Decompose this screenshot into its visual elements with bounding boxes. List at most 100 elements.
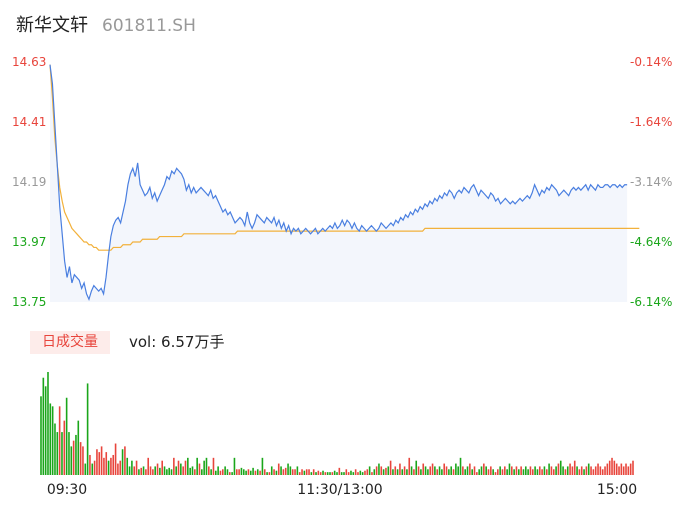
volume-bar	[194, 469, 196, 475]
volume-bar	[105, 452, 108, 475]
volume-bar	[336, 472, 338, 475]
volume-bar	[135, 460, 138, 475]
volume-bar	[287, 463, 289, 475]
volume-bar	[452, 469, 455, 475]
volume-bar	[317, 470, 320, 475]
volume-bar	[590, 466, 592, 475]
volume-bar	[485, 466, 487, 475]
x-tick: 11:30/13:00	[297, 482, 382, 498]
volume-bar	[308, 469, 310, 475]
volume-bar	[156, 463, 159, 475]
volume-bar	[114, 443, 117, 475]
volume-bar	[268, 472, 271, 475]
volume-bar	[296, 466, 299, 475]
volume-bar	[620, 463, 623, 475]
volume-tab[interactable]: 日成交量	[30, 331, 110, 354]
volume-bar	[329, 472, 331, 475]
y-tick-right: -3.14%	[630, 175, 672, 189]
volume-bar	[406, 469, 408, 475]
volume-bar	[107, 460, 110, 475]
volume-bar	[282, 469, 285, 475]
volume-bar	[382, 469, 385, 475]
volume-bar	[520, 466, 522, 475]
volume-bar	[338, 467, 341, 475]
volume-bar	[84, 463, 87, 475]
volume-bar	[40, 396, 42, 475]
volume-bar	[249, 470, 252, 475]
volume-bar	[364, 470, 366, 475]
volume-bar	[555, 466, 557, 475]
volume-bar	[410, 466, 413, 475]
volume-bar	[594, 466, 597, 475]
volume-bar	[72, 440, 75, 475]
volume-bar	[389, 460, 392, 475]
volume-bar	[518, 469, 520, 475]
volume-bar	[611, 457, 613, 475]
volume-bar	[597, 463, 599, 475]
volume-bar	[235, 469, 238, 475]
volume-bar	[357, 472, 359, 475]
volume-bar	[457, 466, 459, 475]
volume-bar	[298, 472, 301, 475]
volume-bar	[559, 460, 562, 475]
volume-bar	[198, 463, 201, 475]
volume-bar	[91, 463, 94, 475]
volume-bar	[476, 472, 478, 475]
volume-bar	[166, 469, 168, 475]
volume-bar	[340, 472, 343, 475]
volume-bar	[56, 432, 59, 475]
y-tick-right: -4.64%	[630, 235, 672, 249]
volume-bar	[557, 463, 560, 475]
volume-bar	[177, 460, 180, 475]
price-area	[50, 64, 628, 302]
stock-code: 601811.SH	[102, 16, 196, 36]
volume-bar	[226, 469, 229, 475]
volume-bar	[420, 469, 422, 475]
volume-bar	[548, 463, 550, 475]
y-tick-left: 14.41	[12, 115, 46, 129]
volume-bar	[515, 466, 518, 475]
x-tick: 09:30	[47, 482, 87, 498]
volume-bar	[119, 460, 122, 475]
volume-bar	[333, 470, 336, 475]
y-tick-left: 13.75	[12, 295, 46, 309]
volume-bar	[294, 469, 296, 475]
volume-bar	[142, 466, 145, 475]
volume-bar	[522, 469, 525, 475]
volume-bar	[506, 469, 508, 475]
volume-bar	[75, 434, 77, 475]
volume-bar	[275, 470, 278, 475]
volume-bar	[254, 470, 257, 475]
volume-bar	[77, 420, 80, 475]
volume-bar	[368, 466, 371, 475]
volume-bar	[466, 466, 469, 475]
volume-bar	[110, 457, 112, 475]
volume-bar	[622, 466, 625, 475]
volume-bar	[413, 469, 415, 475]
average-price-line	[49, 64, 640, 251]
volume-bar	[438, 466, 441, 475]
volume-bar	[550, 466, 553, 475]
volume-bar	[401, 469, 404, 475]
volume-bar	[322, 470, 324, 475]
volume-bar	[231, 472, 233, 475]
volume-bar	[79, 442, 82, 475]
volume-bar	[219, 470, 222, 475]
volume-bars	[40, 372, 634, 475]
volume-bar	[361, 472, 364, 475]
volume-bar	[210, 469, 212, 475]
y-tick-right: -6.14%	[630, 295, 672, 309]
volume-bar	[606, 463, 609, 475]
volume-bar	[436, 469, 439, 475]
volume-bar	[531, 469, 534, 475]
volume-bar	[245, 470, 247, 475]
volume-bar	[585, 466, 588, 475]
volume-bar	[371, 472, 373, 475]
volume-bar	[347, 472, 350, 475]
volume-bar	[392, 469, 394, 475]
volume-bar	[464, 469, 466, 475]
volume-bar	[149, 466, 152, 475]
volume-bar	[224, 466, 226, 475]
y-axis-left: 14.63 14.41 14.19 13.97 13.75	[12, 55, 46, 309]
volume-bar	[301, 469, 303, 475]
